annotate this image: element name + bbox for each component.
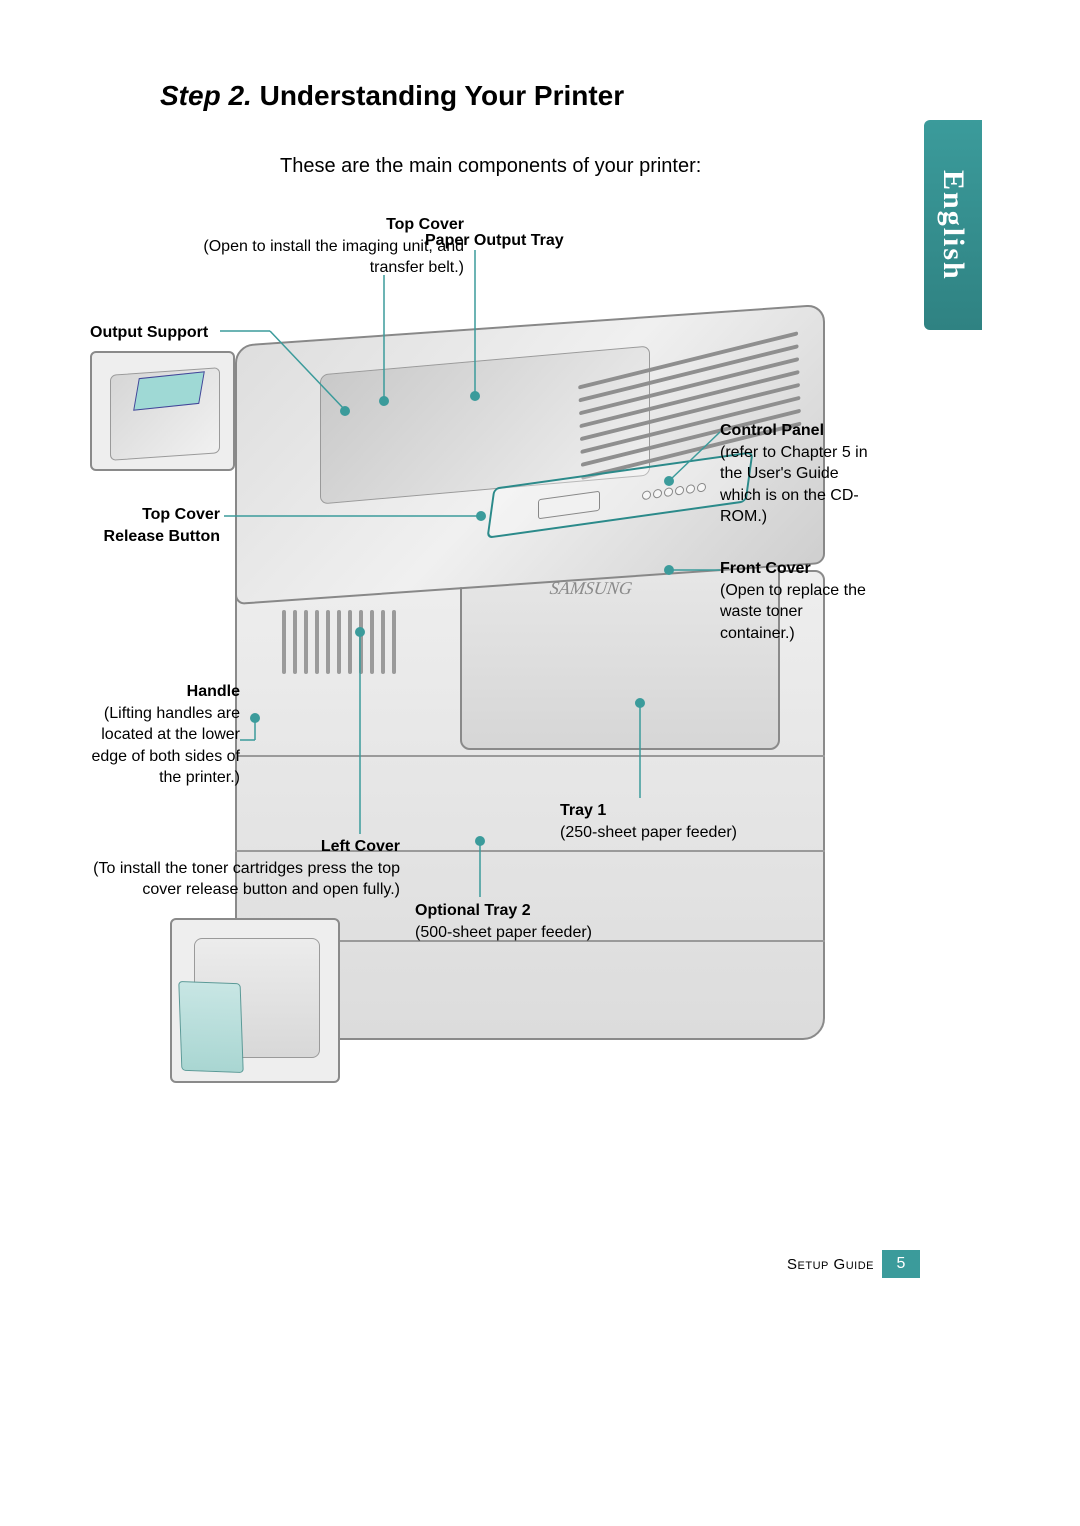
- footer-page-number: 5: [882, 1250, 920, 1278]
- vent-shape: [282, 610, 412, 674]
- label-handle: Handle: [80, 681, 240, 703]
- printer-diagram: SAMSUNG: [80, 200, 980, 1150]
- intro-text: These are the main components of your pr…: [280, 155, 701, 178]
- label-left-cover: Left Cover: [90, 836, 400, 858]
- callout-optional-tray2: Optional Tray 2 (500-sheet paper feeder): [415, 900, 655, 943]
- desc-front-cover: (Open to replace the waste toner contain…: [720, 580, 880, 645]
- dot-optional-tray2: [475, 836, 485, 846]
- dot-paper-output: [470, 391, 480, 401]
- label-top-cover-release-2: Release Button: [80, 526, 220, 548]
- dot-top-cover: [379, 396, 389, 406]
- desc-control-panel: (refer to Chapter 5 in the User's Guide …: [720, 442, 880, 528]
- callout-control-panel: Control Panel (refer to Chapter 5 in the…: [720, 420, 880, 528]
- footer-label: Setup Guide: [787, 1256, 874, 1273]
- callout-tray1: Tray 1 (250-sheet paper feeder): [560, 800, 800, 843]
- page-footer: Setup Guide 5: [787, 1250, 920, 1278]
- heading-title: Understanding Your Printer: [260, 80, 625, 111]
- page: Step 2. Understanding Your Printer These…: [0, 0, 1080, 1526]
- label-optional-tray2: Optional Tray 2: [415, 900, 655, 922]
- dot-handle: [250, 713, 260, 723]
- output-support-inset: [90, 351, 235, 471]
- left-cover-inset: [170, 918, 340, 1083]
- callout-top-cover: Top Cover (Open to install the imaging u…: [164, 214, 464, 279]
- callout-paper-output-tray: Paper Output Tray: [425, 230, 635, 252]
- label-top-cover: Top Cover: [164, 214, 464, 236]
- callout-front-cover: Front Cover (Open to replace the waste t…: [720, 558, 880, 644]
- label-output-support: Output Support: [90, 322, 250, 344]
- desc-tray1: (250-sheet paper feeder): [560, 822, 800, 844]
- label-paper-output-tray: Paper Output Tray: [425, 230, 635, 252]
- page-heading: Step 2. Understanding Your Printer: [160, 80, 624, 112]
- label-top-cover-release-1: Top Cover: [80, 504, 220, 526]
- desc-left-cover: (To install the toner cartridges press t…: [90, 858, 400, 901]
- step-prefix: Step 2.: [160, 80, 252, 111]
- label-front-cover: Front Cover: [720, 558, 880, 580]
- desc-optional-tray2: (500-sheet paper feeder): [415, 922, 655, 944]
- callout-handle: Handle (Lifting handles are located at t…: [80, 681, 240, 789]
- desc-handle: (Lifting handles are located at the lowe…: [80, 703, 240, 789]
- label-control-panel: Control Panel: [720, 420, 880, 442]
- brand-label: SAMSUNG: [549, 578, 634, 599]
- dot-top-release: [476, 511, 486, 521]
- desc-top-cover: (Open to install the imaging unit, and t…: [164, 236, 464, 279]
- dot-left-cover: [355, 627, 365, 637]
- dot-output-support: [340, 406, 350, 416]
- dot-front-cover: [664, 565, 674, 575]
- callout-output-support: Output Support: [90, 322, 250, 344]
- callout-top-cover-release: Top Cover Release Button: [80, 504, 220, 547]
- dot-tray1: [635, 698, 645, 708]
- dot-control-panel: [664, 476, 674, 486]
- label-tray1: Tray 1: [560, 800, 800, 822]
- tray1-divider: [235, 755, 825, 757]
- callout-left-cover: Left Cover (To install the toner cartrid…: [90, 836, 400, 901]
